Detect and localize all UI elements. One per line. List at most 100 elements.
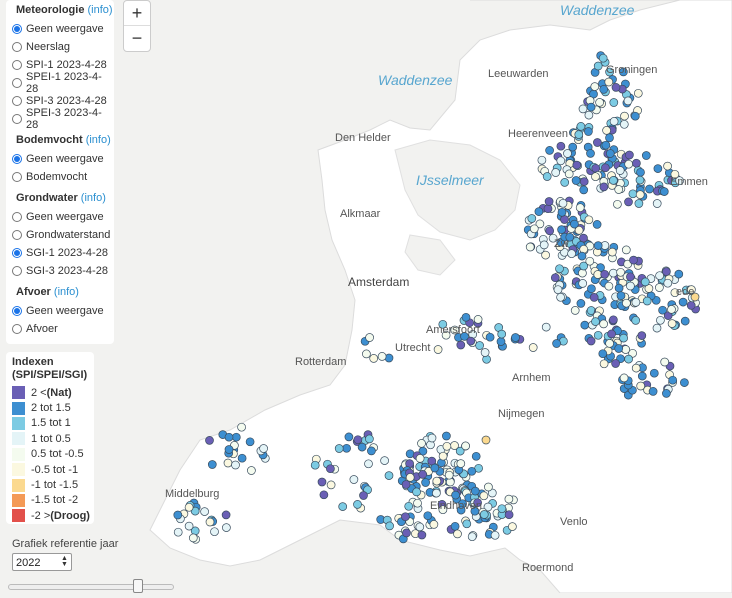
station-marker[interactable] — [584, 110, 594, 120]
station-marker[interactable] — [451, 490, 460, 500]
station-marker[interactable] — [662, 389, 671, 398]
station-marker[interactable] — [604, 77, 614, 87]
station-marker[interactable] — [558, 198, 568, 208]
radio-button[interactable] — [12, 42, 22, 52]
station-marker[interactable] — [173, 527, 183, 537]
station-marker[interactable] — [231, 460, 240, 470]
radio-button[interactable] — [12, 114, 22, 124]
station-marker[interactable] — [652, 199, 662, 208]
station-marker[interactable] — [616, 291, 626, 301]
station-marker[interactable] — [621, 245, 631, 255]
station-marker[interactable] — [670, 288, 680, 298]
station-marker[interactable] — [385, 521, 394, 531]
station-marker[interactable] — [589, 293, 599, 302]
station-marker[interactable] — [224, 432, 234, 442]
station-marker[interactable] — [632, 158, 641, 168]
station-marker[interactable] — [534, 207, 544, 216]
station-marker[interactable] — [629, 255, 638, 265]
station-marker[interactable] — [497, 329, 507, 339]
station-marker[interactable] — [173, 510, 183, 520]
station-marker[interactable] — [319, 490, 329, 500]
station-marker[interactable] — [598, 349, 608, 359]
station-marker[interactable] — [605, 133, 614, 143]
station-marker[interactable] — [342, 443, 351, 453]
station-marker[interactable] — [545, 226, 555, 236]
station-marker[interactable] — [470, 506, 480, 516]
station-marker[interactable] — [575, 203, 585, 213]
station-marker[interactable] — [456, 340, 466, 350]
station-marker[interactable] — [415, 522, 425, 532]
station-marker[interactable] — [577, 251, 587, 261]
station-marker[interactable] — [438, 505, 448, 515]
station-marker[interactable] — [259, 444, 268, 453]
station-marker[interactable] — [490, 530, 500, 540]
station-marker[interactable] — [528, 343, 538, 352]
station-marker[interactable] — [655, 271, 664, 281]
station-marker[interactable] — [245, 437, 255, 447]
station-marker[interactable] — [649, 368, 659, 378]
zoom-in-button[interactable]: + — [131, 3, 143, 23]
station-marker[interactable] — [625, 150, 634, 160]
station-marker[interactable] — [599, 359, 609, 369]
station-marker[interactable] — [601, 163, 610, 173]
station-marker[interactable] — [417, 439, 426, 448]
station-marker[interactable] — [630, 111, 640, 121]
station-marker[interactable] — [508, 522, 517, 531]
station-marker[interactable] — [600, 269, 610, 279]
station-marker[interactable] — [535, 219, 545, 229]
station-marker[interactable] — [456, 459, 466, 468]
station-marker[interactable] — [205, 436, 214, 445]
afvoer-option[interactable]: Afvoer — [12, 320, 114, 338]
station-marker[interactable] — [231, 432, 241, 442]
station-marker[interactable] — [599, 319, 608, 329]
station-marker[interactable] — [613, 199, 622, 209]
station-marker[interactable] — [620, 111, 629, 121]
station-marker[interactable] — [429, 520, 439, 529]
station-marker[interactable] — [670, 169, 680, 179]
station-marker[interactable] — [205, 517, 215, 527]
grondwater-option[interactable]: Geen weergave — [12, 208, 114, 226]
station-marker[interactable] — [637, 331, 647, 340]
station-marker[interactable] — [645, 184, 654, 194]
station-marker[interactable] — [591, 172, 600, 182]
station-marker[interactable] — [619, 373, 629, 383]
station-marker[interactable] — [221, 510, 231, 520]
station-marker[interactable] — [619, 67, 628, 77]
station-marker[interactable] — [353, 435, 363, 445]
station-marker[interactable] — [369, 354, 379, 363]
station-marker[interactable] — [418, 470, 428, 479]
station-marker[interactable] — [504, 494, 514, 504]
station-marker[interactable] — [541, 250, 550, 260]
station-marker[interactable] — [642, 296, 652, 306]
station-marker[interactable] — [224, 445, 234, 454]
station-marker[interactable] — [615, 166, 625, 175]
station-marker[interactable] — [188, 533, 198, 543]
station-marker[interactable] — [413, 498, 422, 508]
station-marker[interactable] — [619, 333, 628, 343]
station-marker[interactable] — [359, 491, 368, 500]
station-marker[interactable] — [423, 511, 433, 521]
station-marker[interactable] — [496, 337, 506, 346]
station-marker[interactable] — [590, 82, 600, 91]
station-marker[interactable] — [626, 281, 635, 291]
station-marker[interactable] — [473, 315, 483, 324]
station-marker[interactable] — [580, 320, 590, 330]
station-marker[interactable] — [662, 267, 671, 276]
station-marker[interactable] — [462, 519, 472, 529]
station-marker[interactable] — [667, 305, 676, 314]
station-marker[interactable] — [616, 267, 625, 277]
station-marker[interactable] — [551, 168, 561, 177]
radio-button[interactable] — [12, 154, 22, 164]
station-marker[interactable] — [334, 444, 344, 453]
station-marker[interactable] — [362, 349, 371, 359]
station-marker[interactable] — [631, 363, 641, 373]
station-marker[interactable] — [560, 215, 569, 224]
station-marker[interactable] — [640, 277, 650, 287]
station-marker[interactable] — [614, 344, 624, 353]
station-marker[interactable] — [631, 316, 641, 325]
bodemvocht-info-link[interactable]: (info) — [85, 134, 111, 146]
radio-button[interactable] — [12, 230, 22, 240]
station-marker[interactable] — [593, 241, 603, 250]
station-marker[interactable] — [585, 256, 595, 266]
station-marker[interactable] — [574, 130, 584, 139]
